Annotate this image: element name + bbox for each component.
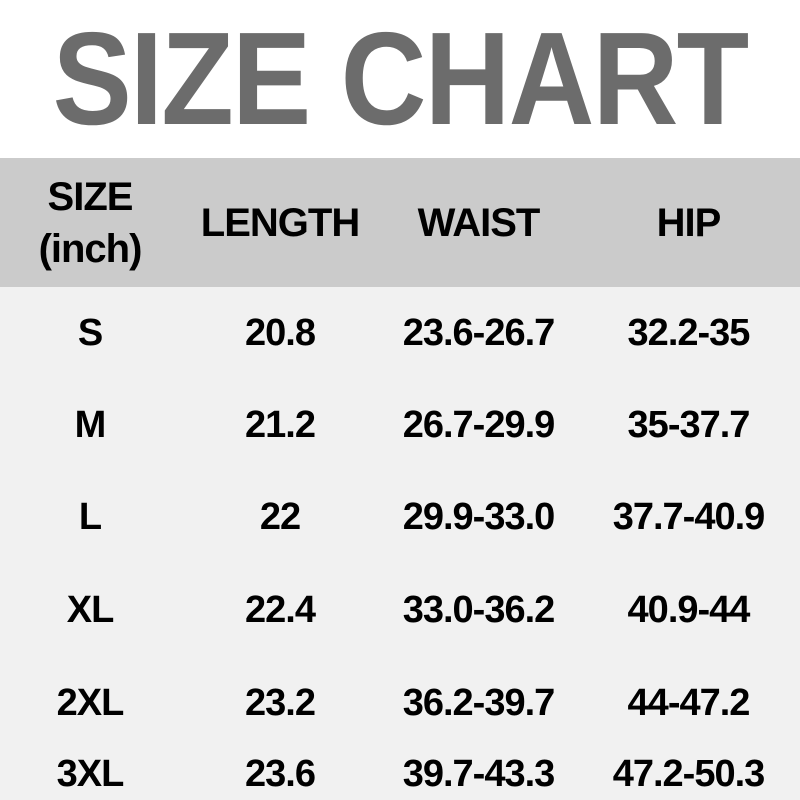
length-cell: 22: [259, 496, 301, 538]
table-row: 3XL 23.6 39.7-43.3 47.2-50.3: [0, 749, 800, 800]
length-cell: 21.2: [245, 403, 316, 446]
waist-cell: 33.0-36.2: [402, 589, 556, 631]
column-header-hip: HIP: [656, 200, 722, 245]
size-cell: L: [78, 496, 102, 538]
table-row: XL 22.4 33.0-36.2 40.9-44: [0, 564, 800, 657]
hip-cell: 37.7-40.9: [612, 496, 766, 538]
table-body: S 20.8 23.6-26.7 32.2-35 M 21.2 26.7-29.…: [0, 287, 800, 800]
size-cell: M: [74, 403, 107, 446]
hip-cell: 35-37.7: [627, 403, 751, 446]
hip-cell: 44-47.2: [627, 681, 751, 724]
hip-cell: 47.2-50.3: [612, 753, 766, 795]
table-row: L 22 29.9-33.0 37.7-40.9: [0, 471, 800, 564]
table-row: S 20.8 23.6-26.7 32.2-35: [0, 287, 800, 379]
hip-cell: 40.9-44: [627, 589, 751, 631]
size-cell: XL: [66, 589, 115, 631]
table-header-row: SIZE (inch) LENGTH WAIST HIP: [0, 158, 800, 287]
waist-cell: 36.2-39.7: [402, 681, 556, 724]
hip-cell: 32.2-35: [627, 311, 751, 354]
table-row: 2XL 23.2 36.2-39.7 44-47.2: [0, 657, 800, 749]
column-header-waist: WAIST: [417, 200, 541, 245]
page-title: SIZE CHART: [52, 5, 750, 152]
column-header-size: SIZE (inch): [38, 171, 143, 275]
column-header-size-line1: SIZE: [47, 174, 134, 219]
length-cell: 22.4: [245, 589, 316, 631]
title-area: SIZE CHART: [0, 0, 800, 158]
length-cell: 20.8: [245, 311, 316, 354]
size-cell: 3XL: [56, 753, 125, 795]
table-row: M 21.2 26.7-29.9 35-37.7: [0, 379, 800, 471]
waist-cell: 29.9-33.0: [402, 496, 556, 538]
waist-cell: 39.7-43.3: [402, 753, 556, 795]
length-cell: 23.2: [245, 681, 316, 724]
length-cell: 23.6: [245, 753, 316, 795]
waist-cell: 23.6-26.7: [402, 311, 556, 354]
waist-cell: 26.7-29.9: [402, 403, 556, 446]
column-header-size-line2: (inch): [38, 226, 143, 271]
size-cell: 2XL: [56, 681, 125, 724]
column-header-length: LENGTH: [200, 200, 360, 245]
size-cell: S: [77, 311, 103, 354]
